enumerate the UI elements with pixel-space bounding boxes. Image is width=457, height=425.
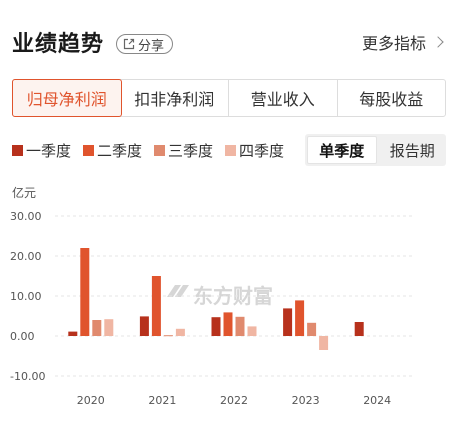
watermark-logo-icon xyxy=(167,285,189,297)
x-tick-label: 2021 xyxy=(148,394,176,407)
header: 业绩趋势 分享 更多指标 xyxy=(12,26,445,58)
y-tick-label: 0.00 xyxy=(10,330,35,343)
legend-item-q3[interactable]: 三季度 xyxy=(154,140,213,161)
bar-2021-q1[interactable] xyxy=(139,316,149,336)
legend-swatch-q3 xyxy=(154,144,166,156)
legend-swatch-q1 xyxy=(12,144,23,156)
bar-2020-q4[interactable] xyxy=(104,319,114,336)
bar-2021-q3[interactable] xyxy=(163,335,173,337)
legend-item-q4[interactable]: 四季度 xyxy=(225,140,284,161)
bar-2022-q1[interactable] xyxy=(211,317,221,336)
x-tick-label: 2020 xyxy=(77,394,105,407)
bar-2023-q3[interactable] xyxy=(307,322,317,336)
x-tick-label: 2022 xyxy=(220,394,248,407)
chart-legend: 一季度 二季度 三季度 四季度 xyxy=(12,138,296,162)
legend-swatch-q4 xyxy=(225,144,237,156)
legend-item-q1[interactable]: 一季度 xyxy=(12,140,71,161)
period-toggle: 单季度 报告期 xyxy=(305,134,446,166)
legend-item-q2[interactable]: 二季度 xyxy=(83,140,142,161)
bar-2023-q2[interactable] xyxy=(295,300,305,336)
y-axis-unit: 亿元 xyxy=(12,186,37,200)
legend-label-q2: 二季度 xyxy=(97,141,143,160)
y-tick-label: -10.00 xyxy=(10,370,45,383)
legend-swatch-q2 xyxy=(83,144,95,156)
y-tick-label: 10.00 xyxy=(10,290,42,303)
legend-label-q1: 一季度 xyxy=(26,141,72,160)
share-icon xyxy=(123,38,135,50)
tab-report-period[interactable]: 报告期 xyxy=(389,141,435,160)
y-tick-label: 30.00 xyxy=(10,210,42,223)
chevron-right-icon xyxy=(432,36,444,48)
y-tick-label: 20.00 xyxy=(10,250,42,263)
bar-2020-q3[interactable] xyxy=(92,320,102,336)
x-tick-label: 2024 xyxy=(363,394,391,407)
tab-revenue[interactable]: 营业收入 xyxy=(229,80,338,116)
legend-label-q4: 四季度 xyxy=(239,141,285,160)
bar-2023-q1[interactable] xyxy=(283,308,293,336)
tab-deducted-net-profit[interactable]: 扣非净利润 xyxy=(121,80,229,116)
bar-2023-q4[interactable] xyxy=(319,336,329,350)
bar-2020-q2[interactable] xyxy=(80,248,90,336)
share-label: 分享 xyxy=(138,38,165,54)
tab-eps[interactable]: 每股收益 xyxy=(359,90,424,109)
bar-2022-q2[interactable] xyxy=(223,312,233,336)
x-tick-label: 2023 xyxy=(292,394,320,407)
bar-2024-q1[interactable] xyxy=(354,322,364,336)
share-button[interactable]: 分享 xyxy=(116,34,174,54)
more-indicators-link[interactable]: 更多指标 xyxy=(362,30,445,54)
bar-2022-q4[interactable] xyxy=(247,326,257,336)
more-indicators-label: 更多指标 xyxy=(361,34,426,53)
bar-2020-q1[interactable] xyxy=(68,331,78,336)
metric-tabs: 归母净利润 扣非净利润 营业收入 每股收益 xyxy=(12,79,446,117)
bar-2021-q2[interactable] xyxy=(151,276,161,336)
legend-label-q3: 三季度 xyxy=(168,141,214,160)
bar-2021-q4[interactable] xyxy=(175,328,185,336)
tab-net-profit[interactable]: 归母净利润 xyxy=(12,79,122,117)
bar-2022-q3[interactable] xyxy=(235,316,245,336)
tab-single-quarter[interactable]: 单季度 xyxy=(307,136,377,164)
page-title: 业绩趋势 xyxy=(12,32,105,57)
